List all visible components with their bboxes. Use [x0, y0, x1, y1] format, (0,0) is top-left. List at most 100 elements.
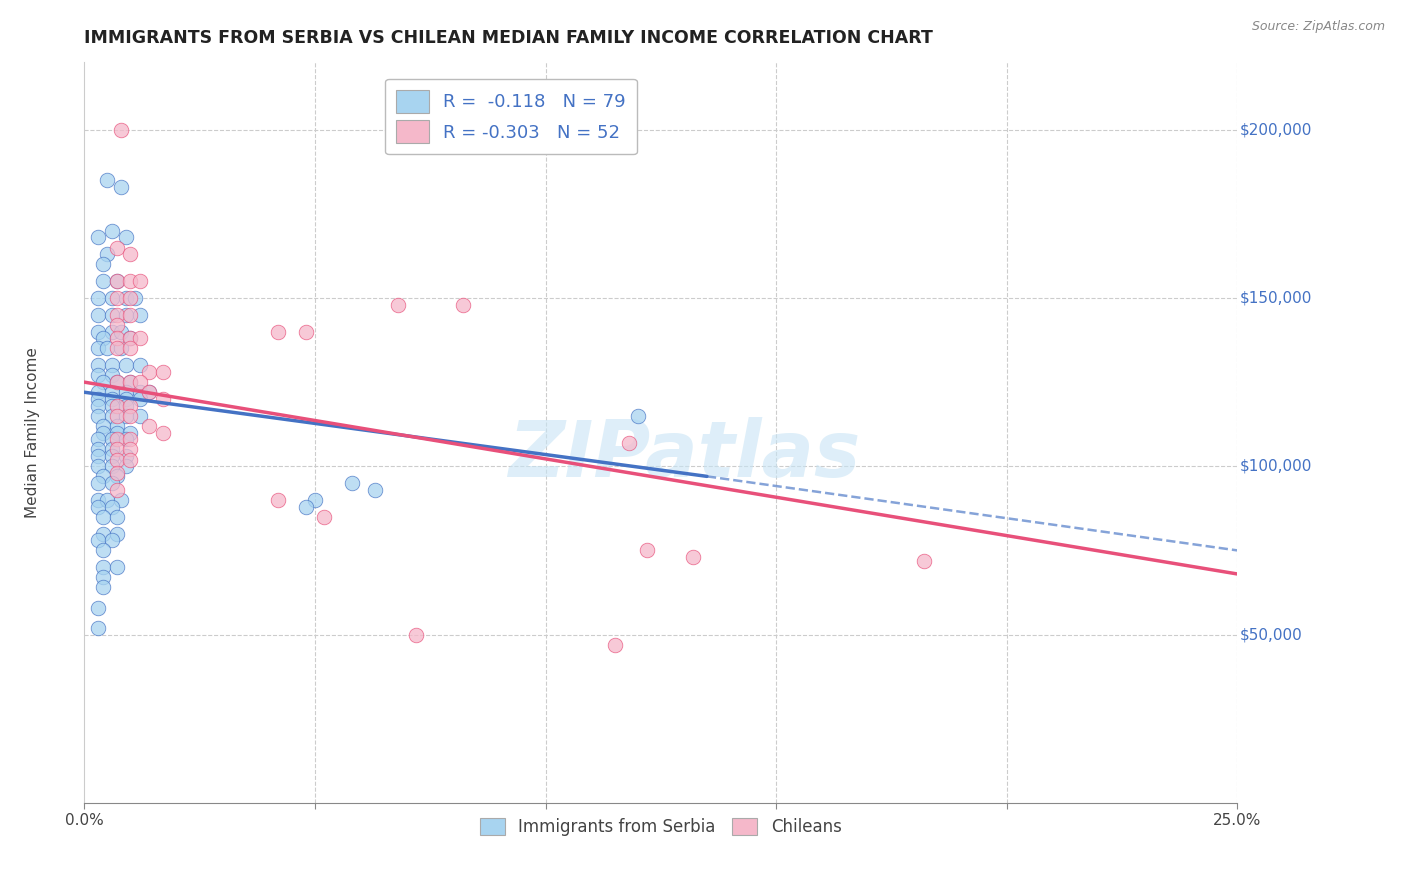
Point [91, 425, 114, 440]
Point [87, 492, 110, 507]
Point [101, 433, 124, 447]
Point [91, 560, 114, 574]
Point [105, 433, 128, 447]
Point [101, 224, 124, 238]
Point [120, 291, 142, 305]
Point [115, 433, 138, 447]
Point [120, 442, 142, 457]
Text: IMMIGRANTS FROM SERBIA VS CHILEAN MEDIAN FAMILY INCOME CORRELATION CHART: IMMIGRANTS FROM SERBIA VS CHILEAN MEDIAN… [84, 29, 934, 47]
Point [128, 375, 150, 389]
Point [304, 492, 326, 507]
Point [101, 500, 124, 514]
Point [120, 308, 142, 322]
Point [105, 274, 128, 288]
Point [152, 425, 174, 440]
Point [115, 409, 138, 423]
Point [912, 553, 935, 567]
Point [120, 247, 142, 261]
Point [115, 308, 138, 322]
Text: Median Family Income: Median Family Income [25, 347, 39, 518]
Text: $50,000: $50,000 [1240, 627, 1302, 642]
Point [340, 476, 363, 491]
Point [115, 392, 138, 406]
Point [91, 418, 114, 433]
Point [87, 621, 110, 635]
Point [120, 399, 142, 413]
Point [105, 274, 128, 288]
Point [91, 274, 114, 288]
Point [128, 331, 150, 345]
Point [120, 433, 142, 447]
Point [87, 600, 110, 615]
Point [617, 435, 640, 450]
Point [87, 385, 110, 400]
Text: Source: ZipAtlas.com: Source: ZipAtlas.com [1251, 20, 1385, 33]
Text: $200,000: $200,000 [1240, 122, 1312, 137]
Point [110, 122, 132, 136]
Point [682, 550, 704, 565]
Point [636, 543, 658, 558]
Point [87, 449, 110, 463]
Point [105, 375, 128, 389]
Point [115, 230, 138, 244]
Point [91, 509, 114, 524]
Point [91, 331, 114, 345]
Point [96, 492, 118, 507]
Point [128, 392, 150, 406]
Point [87, 230, 110, 244]
Point [115, 385, 138, 400]
Point [451, 298, 474, 312]
Point [124, 291, 146, 305]
Point [91, 469, 114, 483]
Point [101, 476, 124, 491]
Point [91, 570, 114, 584]
Point [87, 409, 110, 423]
Point [87, 291, 110, 305]
Point [87, 459, 110, 474]
Point [91, 526, 114, 541]
Point [152, 392, 174, 406]
Point [105, 331, 128, 345]
Point [101, 325, 124, 339]
Point [110, 342, 132, 356]
Point [101, 392, 124, 406]
Point [101, 399, 124, 413]
Point [603, 638, 626, 652]
Point [87, 359, 110, 373]
Point [87, 308, 110, 322]
Point [120, 331, 142, 345]
Point [87, 500, 110, 514]
Point [120, 409, 142, 423]
Point [314, 509, 336, 524]
Point [87, 433, 110, 447]
Point [87, 368, 110, 383]
Point [105, 240, 128, 255]
Point [87, 476, 110, 491]
Point [364, 483, 387, 497]
Point [120, 342, 142, 356]
Point [105, 442, 128, 457]
Point [101, 442, 124, 457]
Point [627, 409, 650, 423]
Point [294, 325, 316, 339]
Point [101, 533, 124, 548]
Text: ZIPatlas: ZIPatlas [508, 417, 860, 493]
Point [115, 399, 138, 413]
Point [105, 483, 128, 497]
Point [87, 325, 110, 339]
Point [91, 581, 114, 595]
Point [105, 308, 128, 322]
Point [105, 425, 128, 440]
Point [120, 452, 142, 467]
Point [91, 543, 114, 558]
Point [267, 492, 290, 507]
Point [120, 375, 142, 389]
Point [101, 409, 124, 423]
Point [91, 375, 114, 389]
Point [87, 533, 110, 548]
Point [128, 308, 150, 322]
Point [387, 298, 409, 312]
Point [120, 331, 142, 345]
Point [105, 469, 128, 483]
Point [87, 399, 110, 413]
